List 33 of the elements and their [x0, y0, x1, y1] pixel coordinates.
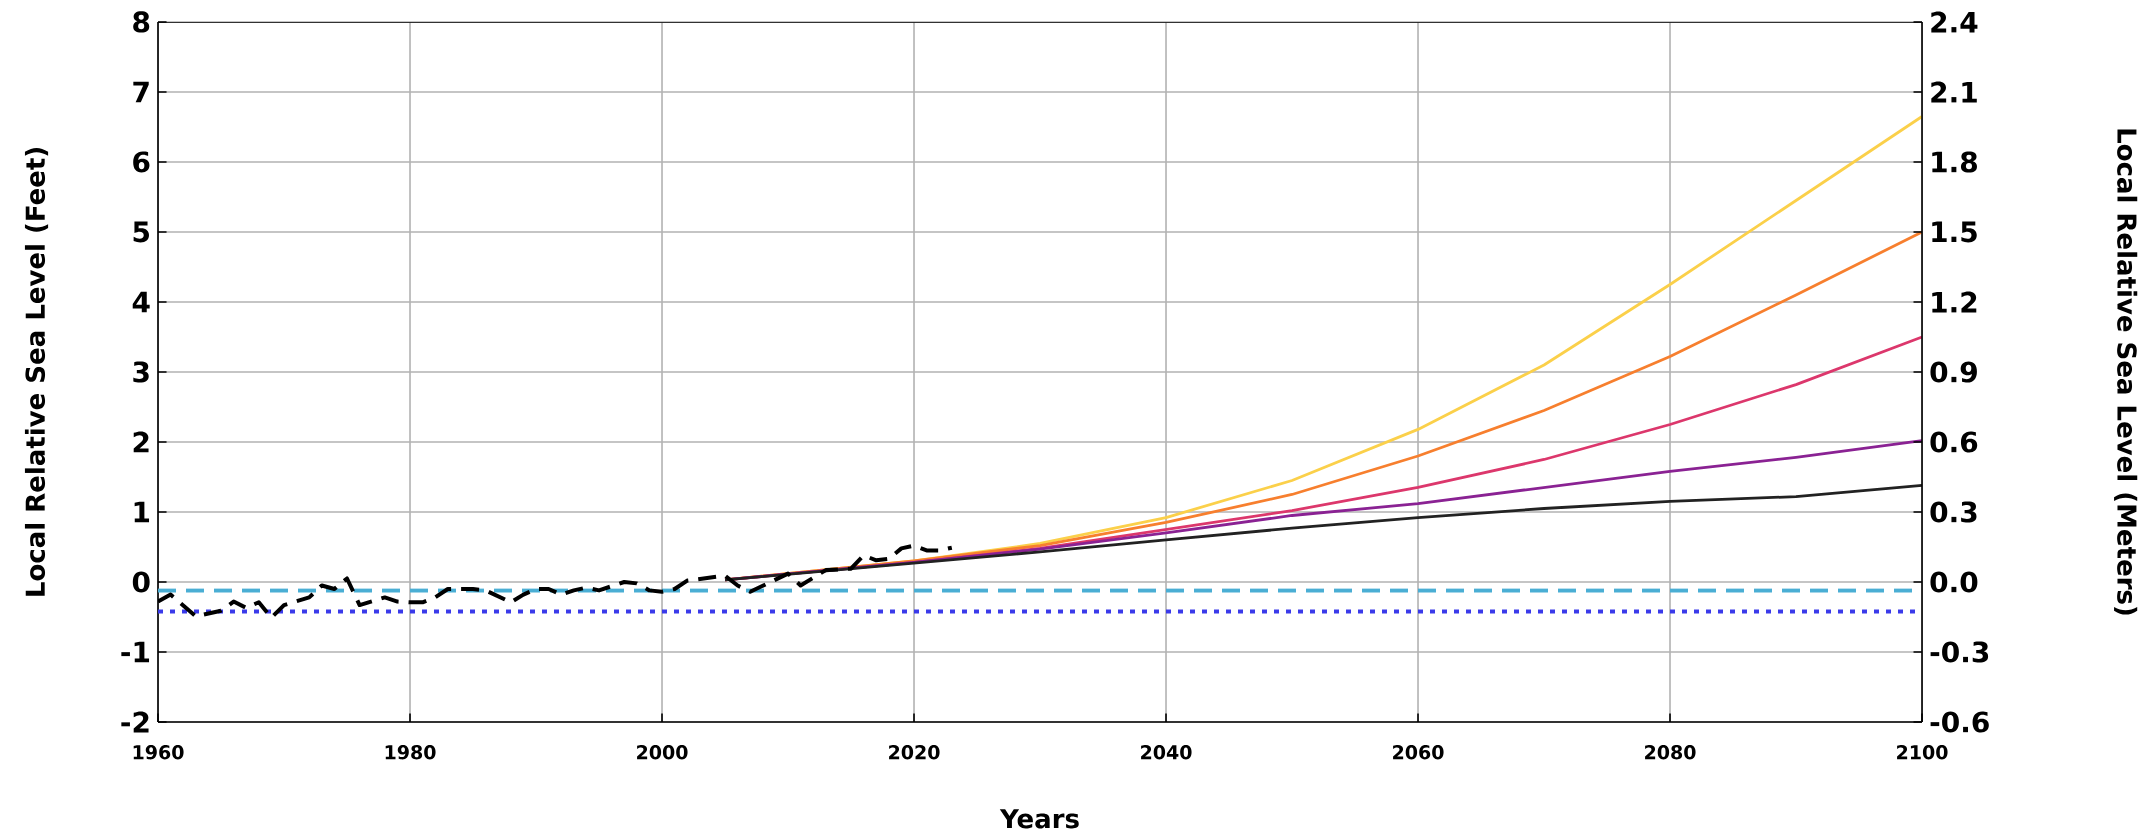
x-axis-title: Years — [999, 809, 1079, 829]
x-tick-label: 2080 — [1645, 745, 1696, 760]
y-tick-label: 3 — [133, 361, 149, 383]
y-tick-label: 4 — [132, 291, 150, 313]
y-tick-label: 2 — [133, 431, 149, 453]
x-tick-label: 2020 — [889, 745, 940, 760]
y-tick-label: 1 — [134, 501, 150, 523]
x-tick-label: 2000 — [637, 745, 688, 760]
y2-tick-label: 0.9 — [1930, 361, 1977, 383]
y-tick-label: 6 — [133, 151, 150, 173]
y2-tick-label: 2.4 — [1931, 11, 1978, 33]
y-tick-label: -1 — [121, 641, 150, 663]
y2-tick-label: 0.3 — [1930, 501, 1977, 523]
x-tick-label: 2060 — [1393, 745, 1444, 760]
y2-tick-label: 0.0 — [1930, 571, 1978, 593]
y-tick-label: -2 — [121, 711, 149, 733]
y2-tick-label: 2.1 — [1931, 81, 1977, 103]
y2-tick-label: -0.3 — [1930, 641, 1989, 663]
y-axis-title: Local Relative Sea Level (Feet) — [24, 148, 49, 596]
y2-tick-label: 0.6 — [1930, 431, 1978, 453]
y2-axis-title: Local Relative Sea Level (Meters) — [2114, 129, 2138, 615]
x-tick-label: 2040 — [1141, 745, 1192, 760]
y2-tick-label: 1.8 — [1932, 151, 1977, 173]
y2-tick-label: -0.6 — [1930, 711, 1989, 733]
y2-tick-label: 1.2 — [1932, 291, 1977, 313]
y-tick-label: 8 — [133, 11, 150, 33]
y2-tick-label: 1.5 — [1932, 221, 1977, 243]
y-tick-label: 0 — [132, 571, 150, 593]
y-tick-label: 7 — [133, 81, 149, 103]
x-tick-label: 2100 — [1897, 745, 1948, 760]
y-tick-label: 5 — [133, 221, 149, 243]
x-tick-label: 1960 — [133, 745, 184, 760]
x-tick-label: 1980 — [385, 745, 436, 760]
